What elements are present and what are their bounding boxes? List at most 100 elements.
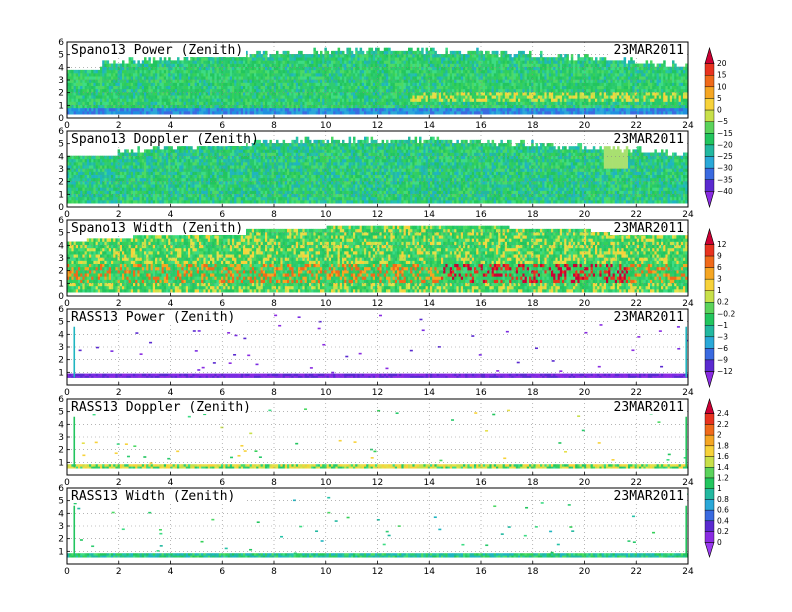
cell [544, 95, 547, 99]
cell [339, 73, 343, 77]
cell [133, 69, 136, 74]
cell [284, 104, 288, 109]
cell [93, 104, 96, 109]
cell [196, 85, 200, 90]
cell [115, 88, 118, 93]
cell [410, 50, 413, 55]
cell [397, 92, 400, 96]
cell [137, 98, 140, 102]
cell [650, 88, 653, 93]
cell [287, 92, 290, 96]
cell [335, 79, 338, 83]
cell [192, 111, 195, 115]
cell [559, 85, 563, 90]
cell [564, 92, 567, 96]
cell [80, 111, 83, 115]
cell [617, 66, 620, 71]
cell [491, 66, 495, 71]
cell [238, 111, 242, 115]
cell [559, 95, 563, 99]
cell [636, 76, 640, 80]
cell [430, 111, 433, 115]
cell [260, 85, 264, 90]
cell [401, 76, 404, 80]
cell [181, 73, 184, 77]
cell [122, 60, 125, 64]
cell [489, 76, 492, 80]
cell [469, 63, 473, 67]
cell [491, 92, 495, 96]
cell [467, 101, 470, 105]
cell [258, 111, 261, 115]
cell [388, 47, 391, 52]
cell [240, 79, 244, 83]
cell [174, 60, 178, 64]
cell [148, 95, 151, 99]
cell [269, 92, 272, 96]
cell [100, 92, 103, 96]
cell [322, 76, 325, 80]
cell [232, 79, 235, 83]
cell [454, 73, 457, 77]
cell [597, 95, 600, 99]
cell [170, 104, 173, 109]
cell [168, 76, 171, 80]
cell [416, 57, 420, 61]
cell [636, 98, 640, 102]
cell [309, 54, 312, 58]
cell [306, 82, 310, 86]
cell [614, 107, 618, 112]
cell [628, 95, 631, 99]
cell [375, 111, 378, 115]
cell [326, 104, 330, 109]
cell [529, 69, 532, 74]
cell [487, 50, 490, 55]
cell [566, 76, 569, 80]
cell [377, 66, 380, 71]
cell [73, 79, 77, 83]
cell [256, 111, 259, 115]
cell [137, 95, 140, 99]
cell [210, 88, 213, 93]
cell [467, 57, 470, 61]
cell [575, 101, 578, 105]
cell [394, 111, 398, 115]
cell [559, 82, 563, 86]
cell [588, 107, 591, 112]
cell [309, 82, 312, 86]
cell [625, 73, 629, 77]
cell [507, 104, 510, 109]
cell [403, 111, 407, 115]
cell [300, 104, 303, 109]
cell [289, 76, 292, 80]
cell [243, 95, 246, 99]
cell [148, 111, 151, 115]
cell [234, 79, 237, 83]
cell [256, 95, 259, 99]
cell [227, 111, 231, 115]
cell [333, 107, 336, 112]
cell [201, 95, 204, 99]
cell [438, 73, 442, 77]
cell [562, 76, 565, 80]
cell [449, 95, 453, 99]
cell [546, 79, 550, 83]
cell [447, 79, 451, 83]
cell [350, 85, 354, 90]
cell [498, 107, 501, 112]
cell [192, 92, 195, 96]
cell [414, 82, 418, 86]
cell [320, 82, 323, 86]
cell [553, 111, 556, 115]
cell [69, 107, 72, 112]
cell [115, 79, 118, 83]
cell [414, 57, 418, 61]
cell [438, 76, 442, 80]
cell [617, 111, 620, 115]
cell [311, 111, 314, 115]
cell [262, 85, 266, 90]
cell [381, 50, 385, 55]
cell [183, 92, 187, 96]
cell [82, 79, 85, 83]
cell [399, 57, 402, 61]
